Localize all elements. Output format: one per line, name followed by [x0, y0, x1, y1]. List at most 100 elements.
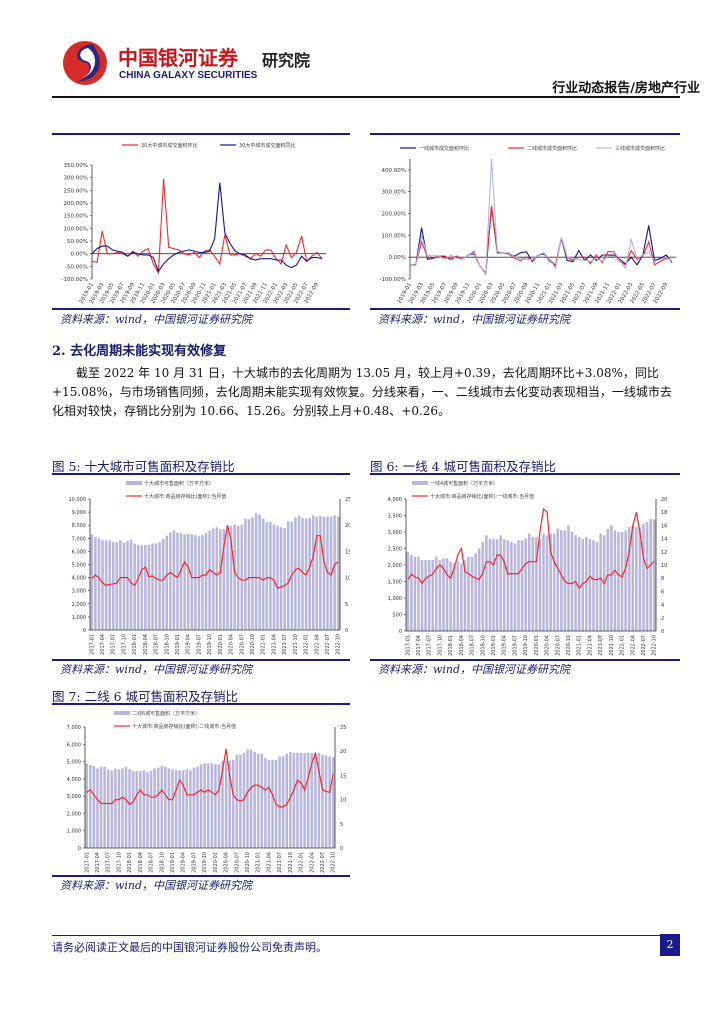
y-tick-label: 1,000	[388, 596, 402, 602]
y-tick-label: 50.00%	[67, 239, 88, 245]
header-rule	[52, 96, 680, 98]
x-tick-label: 2021-10	[288, 852, 294, 873]
bar	[135, 771, 139, 848]
x-tick-label: 2018-01	[127, 852, 133, 873]
bar	[286, 521, 290, 630]
series-line-2	[410, 205, 673, 275]
bar	[160, 765, 164, 848]
bar	[301, 517, 304, 630]
bar	[319, 516, 322, 630]
bar	[253, 752, 256, 848]
chart-tier2-available-area: 7,000 6,000 5,000 4,000 3,000 2,000 1,000 0 25 20…	[67, 710, 347, 873]
bar	[172, 530, 176, 630]
ratio-line	[407, 507, 655, 590]
y-tick-label: 6,000	[72, 549, 86, 555]
bar	[126, 540, 129, 630]
bar	[189, 770, 192, 848]
y-tick-label: -50.00%	[65, 264, 88, 270]
y2-tick-label: 5	[345, 602, 348, 608]
figure5-caption: 图 5: 十大城市可售面积及存销比	[52, 459, 235, 474]
bar	[267, 759, 271, 848]
chart-30-city-transaction-area: 350.00% 300.00% 250.00% 200.00% 150.00% 100.0…	[62, 142, 326, 305]
legend-label-line: 十大城市:商品房存销比(面积):当月值	[144, 493, 226, 500]
bar	[506, 540, 510, 631]
x-tick-label: 2018-07	[470, 635, 476, 656]
galaxy-logo-icon	[62, 40, 108, 86]
y2-tick-label: 16	[661, 523, 667, 529]
bar	[146, 771, 149, 848]
bar	[502, 539, 506, 631]
y-tick-label: 0.00%	[71, 252, 88, 258]
bar	[613, 530, 617, 631]
bar	[499, 535, 502, 631]
y2-tick-label: 5	[340, 822, 343, 828]
bar	[283, 527, 286, 630]
ratio-line	[91, 525, 339, 589]
bar	[176, 533, 179, 630]
logo-english-name: CHINA GALAXY SECURITIES	[119, 70, 258, 81]
bar	[265, 521, 269, 630]
y2-tick-label: 8	[661, 576, 664, 582]
bar	[299, 752, 303, 848]
y-tick-label: 4,000	[67, 777, 81, 783]
bar	[154, 543, 158, 630]
x-tick-label: 2018-10	[480, 635, 486, 656]
x-tick-label: 2021-10	[609, 635, 615, 656]
bar	[535, 536, 538, 631]
bar	[121, 768, 124, 848]
y2-tick-label: 4	[661, 603, 664, 609]
bar	[119, 540, 122, 630]
y-tick-label: 5,000	[67, 760, 81, 766]
bar	[153, 768, 156, 848]
y2-tick-label: 15	[345, 549, 350, 555]
institute-label: 研究院	[262, 51, 311, 70]
y2-tick-label: 2	[661, 616, 664, 622]
bar	[308, 517, 311, 630]
bar	[538, 538, 542, 631]
y2-tick-label: 0	[345, 628, 348, 634]
bar	[460, 563, 463, 631]
bar	[251, 517, 254, 630]
bar	[588, 538, 592, 631]
bar	[131, 771, 135, 848]
x-tick-label: 2019-10	[207, 634, 213, 655]
bar	[208, 530, 211, 630]
y-tick-label: 1,000	[67, 829, 81, 835]
x-tick-label: 2019-07	[191, 852, 197, 873]
bar	[467, 556, 470, 631]
bar	[190, 534, 194, 630]
x-tick-label: 2020-07	[234, 852, 240, 873]
series-line-1	[91, 178, 323, 275]
x-tick-label: 2019-01	[175, 634, 181, 655]
x-tick-label: 2022-04	[630, 635, 636, 656]
bar	[292, 752, 296, 848]
bar	[272, 524, 276, 630]
y-tick-label: 100.00%	[382, 233, 406, 239]
x-tick-label: 2017-04	[416, 635, 422, 656]
bar	[258, 514, 261, 630]
x-tick-label: 2019-01	[491, 635, 497, 656]
bar	[169, 532, 172, 630]
bar	[110, 770, 114, 848]
bar	[294, 517, 297, 630]
figure6-source: 资料来源：wind，中国银河证券研究院	[378, 663, 571, 676]
bar	[199, 764, 203, 848]
section-paragraph: 截至 2022 年 10 月 31 日，十大城市的去化周期为 13.05 月，较…	[52, 366, 672, 418]
x-tick-label: 2021-04	[271, 634, 277, 655]
x-tick-label: 2020-07	[555, 635, 561, 656]
x-tick-label: 2018-04	[459, 635, 465, 656]
bar	[261, 518, 265, 630]
x-tick-label: 2017-10	[437, 635, 443, 656]
bar	[542, 533, 545, 631]
x-tick-label: 2020-07	[239, 634, 245, 655]
figure7-source: 资料来源：wind，中国银河证券研究院	[60, 879, 253, 892]
legend-label-line: 十大城市:商品房存销比(面积):二线城市:当月值	[132, 723, 236, 730]
bar	[183, 534, 186, 630]
page-number: 2	[660, 934, 680, 956]
y-tick-label: 4,000	[72, 576, 86, 582]
x-tick-label: 2022-07	[320, 852, 326, 873]
bar	[247, 519, 251, 630]
bar	[203, 763, 206, 848]
x-tick-label: 2022-10	[331, 852, 337, 873]
bar	[140, 545, 144, 630]
